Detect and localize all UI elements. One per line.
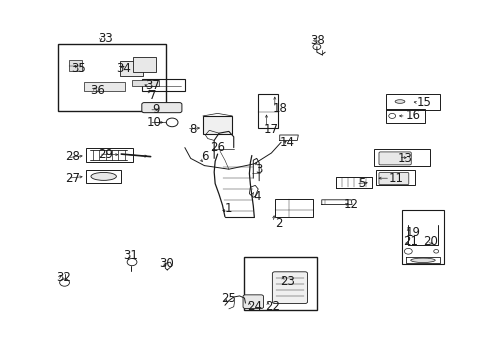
Text: 5: 5 (357, 177, 365, 190)
Text: 18: 18 (272, 102, 287, 115)
Text: 9: 9 (151, 103, 159, 116)
Text: 38: 38 (310, 34, 325, 47)
Text: 33: 33 (98, 32, 112, 45)
Text: 26: 26 (210, 141, 224, 154)
Text: 10: 10 (147, 116, 162, 129)
Text: 28: 28 (65, 150, 80, 163)
Bar (120, 61, 142, 76)
Bar (373, 149, 429, 166)
Bar (142, 79, 184, 91)
Text: 17: 17 (263, 123, 278, 136)
Text: 30: 30 (159, 257, 173, 270)
Text: 36: 36 (90, 84, 105, 97)
Bar (386, 109, 425, 123)
Text: 24: 24 (246, 300, 261, 313)
Bar (84, 82, 124, 91)
Text: 20: 20 (422, 235, 437, 248)
Bar (85, 148, 133, 162)
Text: 4: 4 (252, 190, 260, 203)
Bar (258, 94, 277, 128)
Text: 3: 3 (255, 163, 263, 176)
Text: 27: 27 (65, 172, 80, 185)
FancyBboxPatch shape (142, 103, 182, 113)
Bar (58, 44, 166, 111)
Text: 22: 22 (265, 300, 280, 313)
Text: 6: 6 (200, 150, 208, 163)
FancyBboxPatch shape (243, 295, 263, 309)
Text: 11: 11 (388, 172, 403, 185)
Text: 13: 13 (397, 152, 411, 165)
Text: 31: 31 (123, 249, 138, 262)
Text: 16: 16 (405, 109, 420, 122)
FancyBboxPatch shape (378, 152, 410, 165)
Bar (133, 57, 156, 72)
Bar (243, 257, 316, 310)
Ellipse shape (91, 172, 116, 180)
Bar (274, 199, 312, 217)
Text: 29: 29 (98, 148, 112, 161)
Text: 35: 35 (71, 62, 85, 75)
Bar (132, 80, 159, 86)
Text: 7: 7 (148, 89, 156, 102)
Ellipse shape (394, 100, 404, 103)
Text: 1: 1 (224, 202, 232, 215)
Bar (386, 94, 439, 110)
Ellipse shape (410, 258, 434, 262)
Bar (69, 60, 82, 71)
Text: 2: 2 (274, 217, 282, 230)
Text: 21: 21 (403, 235, 417, 248)
Bar (85, 170, 121, 183)
Text: 14: 14 (279, 136, 294, 149)
Text: 8: 8 (189, 123, 197, 136)
Bar (375, 170, 414, 185)
Text: 23: 23 (280, 275, 294, 288)
Text: 15: 15 (416, 96, 431, 109)
Text: 19: 19 (405, 226, 420, 239)
Text: 12: 12 (343, 198, 358, 211)
Text: 34: 34 (116, 62, 130, 75)
Bar (203, 116, 232, 134)
Text: 25: 25 (221, 292, 236, 305)
Text: 32: 32 (56, 271, 71, 284)
FancyBboxPatch shape (378, 172, 408, 185)
Text: 37: 37 (145, 79, 160, 92)
Bar (401, 210, 443, 264)
FancyBboxPatch shape (272, 272, 307, 303)
